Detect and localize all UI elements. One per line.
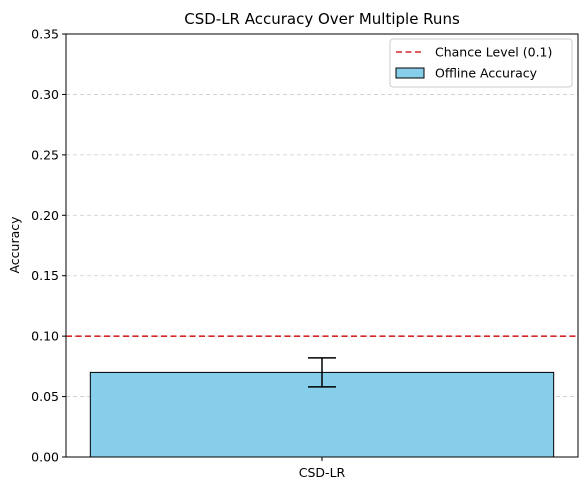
y-tick-label: 0.15	[31, 268, 59, 283]
legend-label: Chance Level (0.1)	[435, 45, 552, 60]
y-tick-label: 0.10	[31, 329, 59, 344]
errorbars-group	[308, 357, 336, 388]
chart-title: CSD-LR Accuracy Over Multiple Runs	[184, 10, 460, 28]
y-axis-label: Accuracy	[7, 216, 22, 274]
x-tick-label: CSD-LR	[299, 465, 346, 480]
x-axis-ticks: CSD-LR	[299, 457, 346, 480]
y-tick-label: 0.25	[31, 147, 59, 162]
y-axis-ticks: 0.00 0.05 0.10 0.15 0.20 0.25 0.30 0.35	[31, 27, 66, 465]
legend-label: Offline Accuracy	[435, 66, 538, 81]
y-tick-label: 0.30	[31, 87, 59, 102]
legend-patch-swatch	[395, 67, 425, 79]
legend-box	[389, 38, 573, 88]
y-tick-label: 0.05	[31, 389, 59, 404]
y-tick-label: 0.35	[31, 27, 59, 42]
y-tick-label: 0.00	[31, 450, 59, 465]
y-tick-label: 0.20	[31, 208, 59, 223]
legend: Chance Level (0.1) Offline Accuracy	[389, 38, 573, 88]
